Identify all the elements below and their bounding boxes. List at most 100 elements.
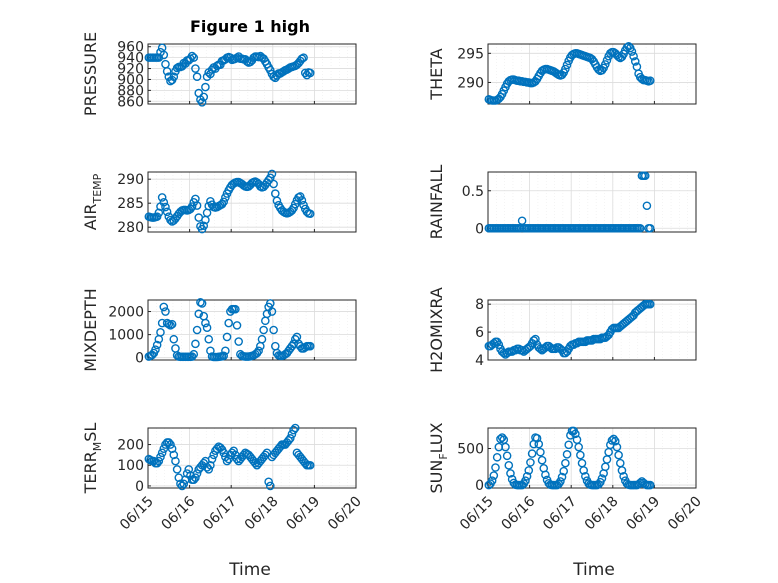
- data-point: [556, 477, 565, 486]
- data-point: [196, 298, 205, 307]
- data-point: [635, 223, 645, 233]
- x-tick-label: 06/19: [623, 494, 663, 534]
- data-point: [622, 43, 632, 52]
- data-point: [162, 66, 172, 76]
- data-point: [517, 216, 527, 226]
- data-point: [192, 325, 202, 335]
- y-axis-label-tail: SL: [81, 423, 100, 442]
- data-point: [169, 72, 179, 82]
- data-point: [232, 454, 242, 464]
- x-tick-label: 06/20: [665, 494, 705, 534]
- data-point: [199, 221, 209, 231]
- data-point: [630, 57, 640, 66]
- data-point: [267, 169, 277, 179]
- data-point: [242, 57, 252, 66]
- data-point: [167, 319, 177, 329]
- data-point: [612, 442, 622, 452]
- data-point: [172, 465, 182, 474]
- data-point: [541, 470, 550, 480]
- y-axis-label-subscript: F: [437, 453, 450, 459]
- y-tick-label: 200: [117, 438, 144, 454]
- data-point: [219, 351, 229, 361]
- data-point: [561, 458, 570, 468]
- data-point: [289, 425, 298, 435]
- data-point: [256, 341, 265, 351]
- data-point: [289, 203, 298, 213]
- data-point: [176, 479, 185, 489]
- y-tick-label: 290: [117, 172, 144, 188]
- y-tick-label: 500: [457, 441, 484, 457]
- axes-frame: [147, 43, 357, 105]
- y-axis-label: THETA: [427, 48, 446, 100]
- data-point: [221, 193, 230, 202]
- data-point: [251, 458, 260, 468]
- data-point: [187, 51, 197, 61]
- data-point: [269, 179, 278, 189]
- data-point: [610, 436, 620, 446]
- y-axis-label-main: THETA: [427, 48, 446, 100]
- y-axis-label-main: H2OMIXRA: [427, 287, 446, 373]
- y-tick-label: 295: [457, 46, 484, 62]
- x-tick-label: 06/16: [499, 493, 539, 533]
- data-point: [201, 318, 210, 328]
- data-point: [192, 72, 202, 82]
- data-point: [502, 451, 512, 461]
- data-point: [206, 69, 215, 79]
- data-point: [192, 201, 202, 210]
- data-point: [261, 316, 270, 326]
- x-tick-label: 06/20: [325, 494, 365, 534]
- y-axis-label-tail: LUX: [427, 422, 446, 453]
- x-tick-label: 06/15: [457, 494, 497, 534]
- data-point: [166, 440, 175, 449]
- data-point: [604, 447, 613, 457]
- data-point: [229, 446, 238, 456]
- data-point: [615, 458, 625, 468]
- y-tick-label: 0: [135, 351, 144, 367]
- y-axis-label-subscript: M: [91, 442, 104, 452]
- data-point: [159, 50, 169, 60]
- data-point: [161, 307, 170, 316]
- data-point: [492, 452, 502, 462]
- data-point: [564, 440, 574, 450]
- data-point: [179, 479, 189, 489]
- data-point: [266, 481, 275, 491]
- axes-frame: [487, 299, 697, 361]
- y-tick-label: 900: [117, 72, 144, 88]
- data-point: [201, 82, 210, 92]
- y-axis-label: TERRMSL: [81, 423, 104, 495]
- data-point: [219, 197, 229, 207]
- y-tick-label: 0.5: [462, 184, 484, 200]
- y-axis-label-main: SUN: [427, 460, 446, 494]
- data-point: [234, 337, 243, 346]
- data-point: [617, 466, 627, 475]
- data-point: [581, 471, 590, 481]
- data-point: [231, 304, 240, 314]
- y-tick-label: 6: [475, 325, 484, 341]
- data-point: [191, 64, 200, 73]
- data-point: [166, 215, 175, 225]
- data-point: [252, 348, 262, 358]
- data-point: [562, 450, 572, 459]
- data-point: [272, 196, 282, 206]
- data-point: [504, 461, 514, 470]
- data-point: [629, 51, 638, 61]
- data-point: [305, 209, 315, 219]
- y-tick-label: 4: [475, 353, 484, 369]
- data-point: [189, 53, 199, 62]
- y-tick-label: 860: [117, 94, 144, 110]
- data-point: [285, 434, 295, 443]
- data-point: [161, 202, 170, 212]
- data-point: [197, 299, 207, 308]
- y-tick-label: 100: [117, 458, 144, 474]
- y-tick-label: 0: [475, 478, 484, 494]
- y-tick-label: 0: [475, 221, 484, 237]
- data-point: [202, 323, 212, 332]
- y-axis-label-main: TERR: [81, 451, 100, 494]
- data-point: [597, 474, 607, 483]
- data-point: [571, 429, 580, 439]
- x-tick-label: 06/17: [200, 494, 240, 534]
- subplot-theta: 290 295 THETA: [427, 42, 697, 105]
- data-point: [305, 341, 315, 351]
- subplot-rainfall: 0 0.5 RAINFALL: [427, 165, 697, 239]
